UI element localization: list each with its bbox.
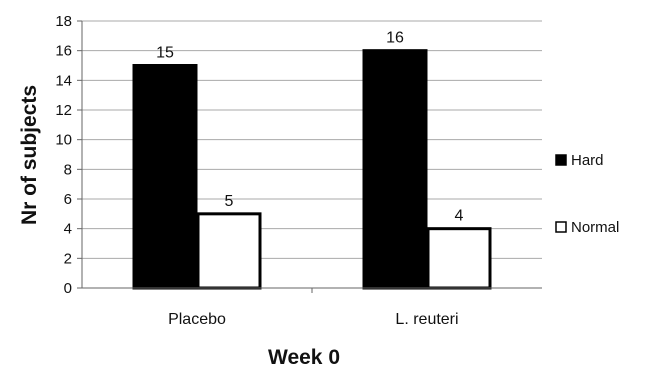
y-tick-label: 2: [64, 250, 72, 267]
y-tick-label: 8: [64, 161, 72, 178]
legend-swatch-hard: [555, 154, 567, 166]
y-tick-label: 10: [55, 132, 72, 149]
data-label: 4: [455, 208, 464, 225]
legend-swatch-normal: [555, 221, 567, 233]
x-axis-label: Week 0: [268, 346, 340, 369]
y-tick-label: 4: [64, 221, 72, 238]
y-tick-labels: 0 2 4 6 8 10 12 14 16 18: [55, 13, 72, 297]
x-category-label: Placebo: [168, 311, 226, 328]
bar-normal-1: [426, 227, 492, 290]
y-tick-label: 14: [55, 72, 72, 89]
y-axis-label: Nr of subjects: [18, 85, 41, 225]
bar-hard-0: [132, 64, 198, 290]
data-label: 5: [225, 193, 234, 210]
legend-label-hard: Hard: [571, 152, 604, 169]
y-tick-label: 16: [55, 43, 72, 60]
x-category-label: L. reuteri: [395, 311, 458, 328]
bars: [132, 49, 492, 290]
data-label: 16: [386, 30, 404, 47]
y-tick-label: 18: [55, 13, 72, 30]
legend-label-normal: Normal: [571, 219, 619, 236]
y-tick-label: 6: [64, 191, 72, 208]
y-tick-label: 0: [64, 280, 72, 297]
legend: Hard Normal: [555, 152, 619, 236]
bar-hard-1: [362, 49, 428, 290]
data-labels: 15 5 16 4: [156, 30, 463, 225]
data-label: 15: [156, 45, 174, 62]
y-tick-label: 12: [55, 102, 72, 119]
bar-normal-0: [196, 212, 262, 290]
x-category-labels: Placebo L. reuteri: [168, 311, 458, 328]
axes: [77, 20, 542, 293]
